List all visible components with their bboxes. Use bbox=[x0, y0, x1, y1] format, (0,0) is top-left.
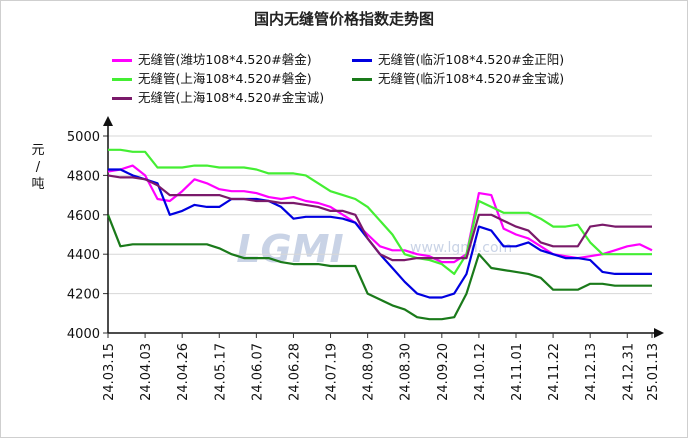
series-line-3 bbox=[108, 148, 652, 275]
y-tick-label: 4400 bbox=[67, 248, 100, 263]
x-tick-label: 24.07.19 bbox=[325, 343, 340, 401]
series-line-4 bbox=[106, 214, 652, 321]
series-line-1 bbox=[107, 164, 653, 264]
x-axis-arrow bbox=[654, 328, 664, 338]
legend-label-4: 无缝管(临沂108*4.520#金宝诚) bbox=[378, 71, 565, 86]
x-tick-label: 24.06.07 bbox=[250, 343, 265, 401]
legend-label-3: 无缝管(上海108*4.520#磐金) bbox=[138, 71, 312, 86]
y-tick-label: 4600 bbox=[67, 209, 100, 224]
x-tick-label: 24.05.17 bbox=[213, 343, 228, 401]
x-tick-label: 24.03.15 bbox=[102, 343, 117, 401]
legend-label-5: 无缝管(上海108*4.520#金宝诚) bbox=[138, 90, 325, 105]
series-line-5 bbox=[107, 174, 652, 262]
x-tick-label: 24.11.22 bbox=[547, 343, 562, 401]
x-tick-label: 24.09.20 bbox=[436, 343, 451, 401]
x-tick-label: 24.08.09 bbox=[362, 343, 377, 401]
x-tick-label: 24.06.28 bbox=[287, 343, 302, 401]
watermark-url: www.lgmi.com bbox=[410, 240, 512, 256]
legend-item-5: 无缝管(上海108*4.520#金宝诚) bbox=[112, 87, 324, 106]
legend-item-4: 无缝管(临沂108*4.520#金宝诚) bbox=[352, 68, 564, 87]
y-tick-label: 4000 bbox=[67, 327, 100, 342]
x-tick-label: 24.04.03 bbox=[139, 343, 154, 401]
legend-swatch-2 bbox=[352, 59, 372, 62]
x-tick-label: 24.12.13 bbox=[584, 343, 599, 401]
x-tick-label: 25.01.13 bbox=[646, 343, 661, 401]
x-tick-label: 24.10.12 bbox=[473, 343, 488, 401]
legend-item-3: 无缝管(上海108*4.520#磐金) bbox=[112, 68, 312, 87]
y-tick-label: 4200 bbox=[67, 288, 100, 303]
legend-label-1: 无缝管(潍坊108*4.520#磐金) bbox=[138, 52, 312, 67]
x-tick-label: 24.04.26 bbox=[176, 343, 191, 401]
legend-swatch-4 bbox=[352, 78, 372, 81]
x-tick-label: 24.12.31 bbox=[621, 343, 636, 401]
y-tick-label: 4800 bbox=[67, 169, 100, 184]
legend-swatch-3 bbox=[112, 78, 132, 81]
y-tick-label: 5000 bbox=[67, 130, 100, 145]
y-axis-arrow bbox=[103, 116, 113, 126]
x-tick-label: 24.11.01 bbox=[510, 343, 525, 401]
legend-swatch-1 bbox=[112, 59, 132, 62]
legend-swatch-5 bbox=[112, 97, 132, 100]
y-axis-unit: 元 / 吨 bbox=[31, 143, 45, 192]
series-line-2 bbox=[108, 168, 652, 299]
legend-label-2: 无缝管(临沂108*4.520#金正阳) bbox=[378, 52, 565, 67]
chart-title: 国内无缝管价格指数走势图 bbox=[253, 10, 434, 28]
legend-item-2: 无缝管(临沂108*4.520#金正阳) bbox=[352, 49, 564, 68]
x-tick-label: 24.08.30 bbox=[399, 343, 414, 401]
legend-item-1: 无缝管(潍坊108*4.520#磐金) bbox=[112, 49, 312, 68]
